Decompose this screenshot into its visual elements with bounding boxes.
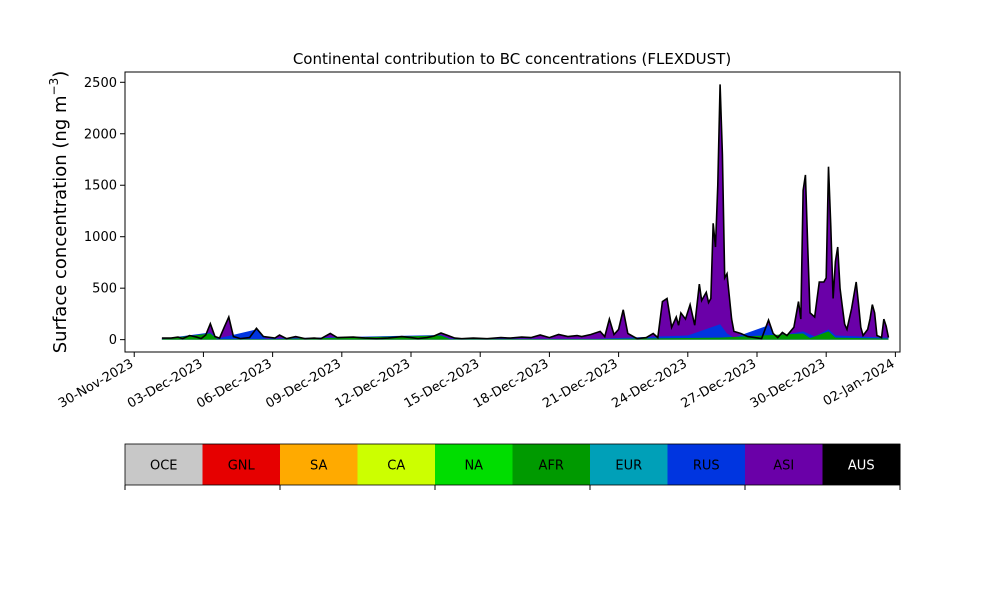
- x-tick-label: 30-Dec-2023: [748, 356, 828, 411]
- chart-title: Continental contribution to BC concentra…: [293, 50, 731, 68]
- y-axis-label-main: Surface concentration (ng m: [50, 95, 71, 353]
- y-tick-label: 2500: [84, 76, 117, 91]
- x-tick-label: 27-Dec-2023: [679, 356, 759, 411]
- legend-swatch-gnl: [202, 444, 281, 485]
- y-tick-label: 2000: [84, 127, 117, 142]
- legend-swatch-afr: [512, 444, 591, 485]
- legend-swatch-asi: [745, 444, 823, 485]
- x-tick-label: 21-Dec-2023: [540, 356, 620, 411]
- x-tick-label: 09-Dec-2023: [263, 356, 343, 411]
- legend-label-rus: RUS: [693, 459, 720, 474]
- plot-area: [161, 84, 890, 340]
- legend-swatch-rus: [667, 444, 746, 485]
- plot-frame: [124, 71, 901, 353]
- x-tick-label: 12-Dec-2023: [333, 356, 413, 411]
- legend-label-ca: CA: [387, 459, 405, 474]
- y-tick-label: 0: [109, 333, 117, 348]
- legend-label-na: NA: [464, 459, 483, 474]
- y-axis-label-close: ): [50, 71, 71, 78]
- legend-label-afr: AFR: [539, 459, 564, 474]
- legend-label-asi: ASI: [773, 459, 794, 474]
- series-area-afr: [161, 331, 889, 340]
- y-tick-label: 1000: [84, 230, 117, 245]
- legend-label-oce: OCE: [150, 459, 178, 474]
- legend-swatch-eur: [590, 444, 668, 485]
- x-tick-label: 15-Dec-2023: [402, 356, 482, 411]
- x-tick-label: 03-Dec-2023: [125, 356, 205, 411]
- x-tick-label: 30-Nov-2023: [56, 356, 136, 411]
- y-axis: 0 500 1000 1500 2000 2500: [84, 76, 125, 348]
- legend-label-eur: EUR: [615, 459, 642, 474]
- legend-label-aus: AUS: [848, 459, 875, 474]
- y-tick-label: 500: [92, 282, 117, 297]
- legend-label-sa: SA: [310, 459, 327, 474]
- x-axis: 30-Nov-202303-Dec-202306-Dec-202309-Dec-…: [56, 352, 897, 412]
- x-tick-label: 18-Dec-2023: [471, 356, 551, 411]
- series-area-asi: [161, 84, 889, 340]
- legend-swatch-na: [435, 444, 513, 485]
- x-tick-label: 02-Jan-2024: [821, 356, 898, 409]
- series-area-rus: [161, 324, 889, 340]
- x-tick-label: 24-Dec-2023: [609, 356, 689, 411]
- color-legend: OCE GNL SA CA NA AFR EUR RUS ASI AUS: [124, 443, 901, 490]
- legend-swatch-aus: [822, 444, 901, 485]
- y-axis-label-exponent: −3: [47, 78, 61, 96]
- legend-label-gnl: GNL: [228, 459, 256, 474]
- legend-swatch-sa: [280, 444, 358, 485]
- y-tick-label: 1500: [84, 179, 117, 194]
- y-axis-label: Surface concentration (ng m−3): [47, 71, 71, 354]
- legend-frame: [124, 443, 901, 486]
- series-line-total: [161, 84, 890, 340]
- x-tick-label: 06-Dec-2023: [194, 356, 274, 411]
- legend-swatch-ca: [357, 444, 436, 485]
- legend-swatch-oce: [125, 444, 203, 485]
